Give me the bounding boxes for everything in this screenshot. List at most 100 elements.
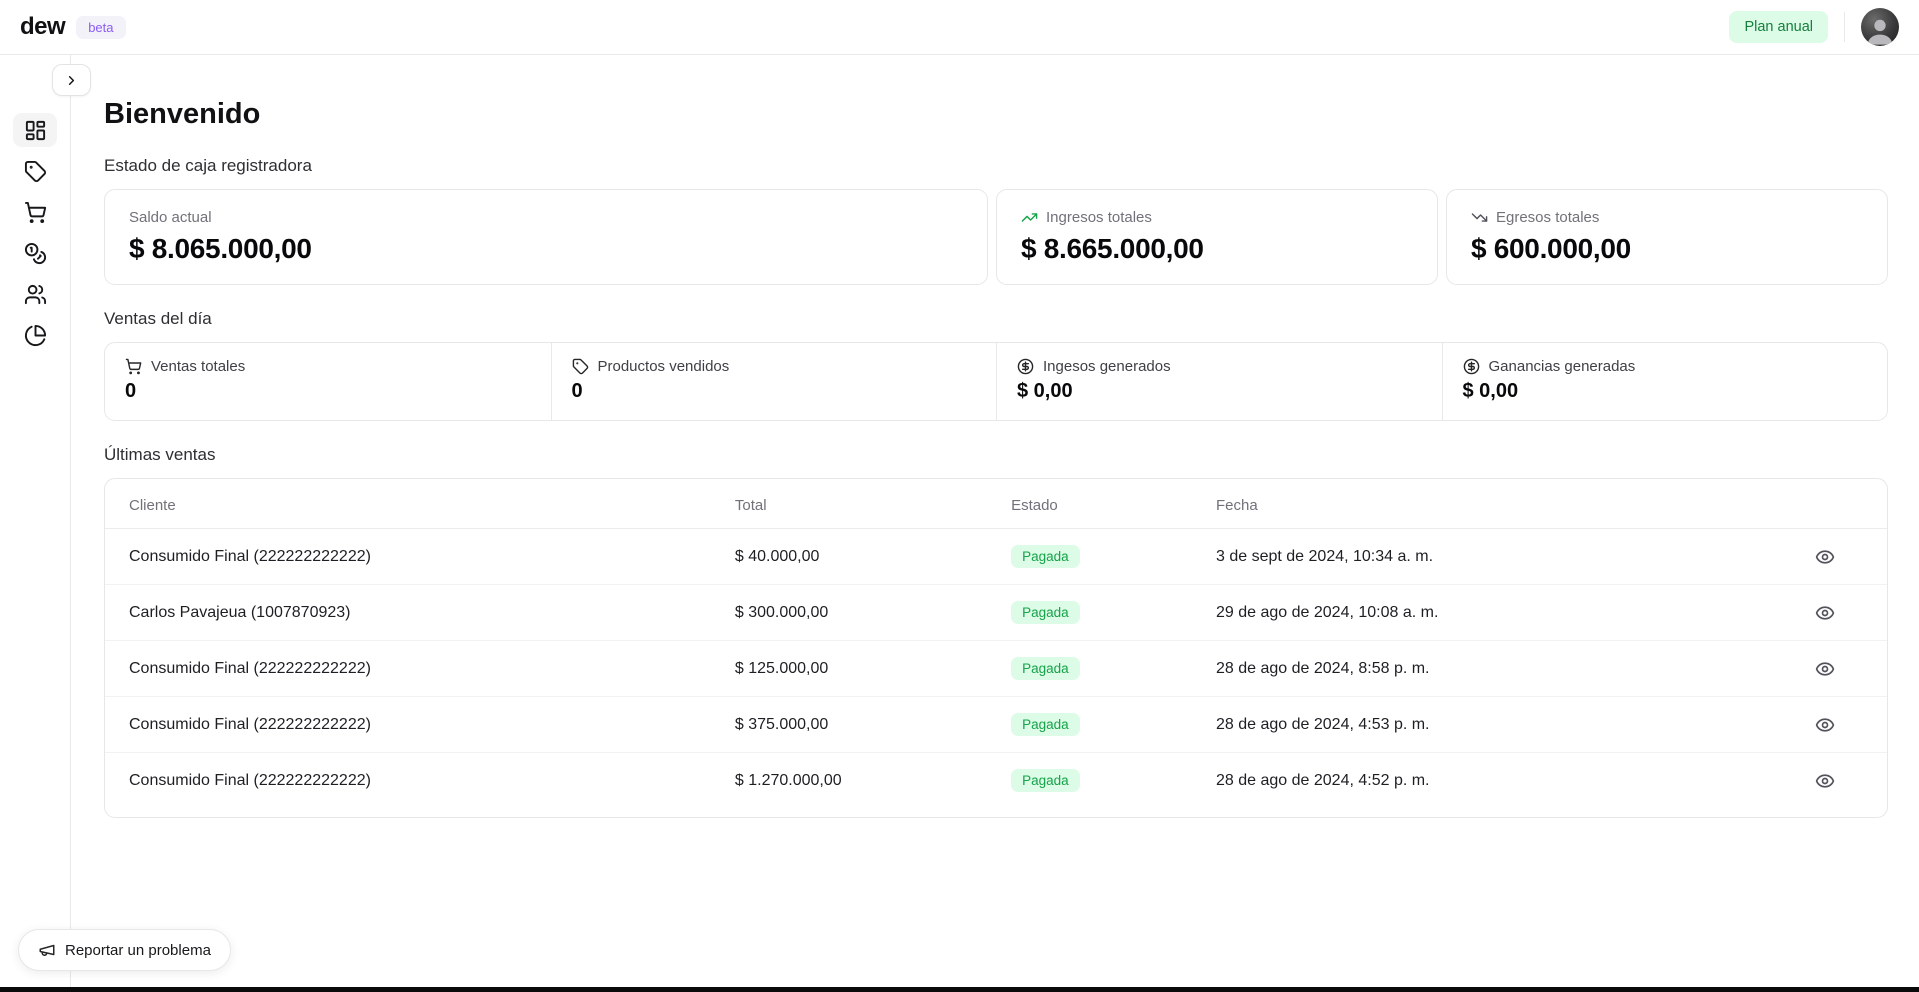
dollar-circle-icon	[1463, 358, 1479, 375]
ingesos-generados-value: $ 0,00	[1017, 380, 1073, 402]
table-row: Consumido Final (222222222222) $ 125.000…	[105, 640, 1887, 697]
main-content: Bienvenido Estado de caja registradora S…	[71, 55, 1919, 992]
plan-anual-button[interactable]: Plan anual	[1729, 11, 1828, 43]
eye-icon	[1815, 717, 1834, 732]
report-problem-label: Reportar un problema	[65, 941, 211, 959]
beta-badge: beta	[76, 15, 126, 39]
ganancias-generadas-stat: Ganancias generadas $ 0,00	[1441, 343, 1888, 420]
sidebar-item-customers[interactable]	[13, 277, 57, 311]
cell-total: $ 125.000,00	[710, 640, 988, 697]
shopping-cart-icon	[125, 358, 142, 375]
ingesos-generados-label: Ingesos generados	[1043, 358, 1171, 375]
user-avatar[interactable]	[1861, 8, 1899, 46]
ganancias-generadas-label: Ganancias generadas	[1488, 358, 1636, 375]
cell-fecha: 28 de ago de 2024, 4:53 p. m.	[1192, 696, 1763, 753]
table-row: Consumido Final (222222222222) $ 375.000…	[105, 696, 1887, 753]
saldo-actual-label: Saldo actual	[129, 209, 212, 226]
status-badge: Pagada	[1011, 545, 1080, 568]
table-row: Consumido Final (222222222222) $ 40.000,…	[105, 528, 1887, 585]
cell-fecha: 28 de ago de 2024, 8:58 p. m.	[1192, 640, 1763, 697]
ganancias-generadas-value: $ 0,00	[1462, 380, 1519, 402]
column-header-actions	[1762, 479, 1887, 529]
coins-icon	[24, 242, 46, 264]
dollar-circle-icon	[1017, 358, 1034, 375]
cell-fecha: 28 de ago de 2024, 4:52 p. m.	[1216, 771, 1430, 789]
egresos-totales-value: $ 600.000,00	[1471, 233, 1631, 264]
eye-icon	[1815, 773, 1834, 788]
saldo-actual-card: Saldo actual $ 8.065.000,00	[104, 189, 988, 285]
latest-sales-section-title: Últimas ventas	[104, 445, 216, 464]
users-icon	[24, 284, 46, 304]
cell-cliente: Consumido Final (222222222222)	[129, 771, 371, 789]
egresos-totales-card: Egresos totales $ 600.000,00	[1446, 189, 1888, 285]
saldo-actual-value: $ 8.065.000,00	[129, 233, 312, 264]
trending-down-icon	[1471, 213, 1488, 222]
ingesos-generados-stat: Ingesos generados $ 0,00	[996, 343, 1442, 420]
sidebar-item-dashboard[interactable]	[13, 113, 57, 147]
cell-cliente: Carlos Pavajeua (1007870923)	[105, 584, 711, 641]
table-header-row: Cliente Total Estado Fecha	[105, 479, 1887, 529]
tag-icon	[24, 160, 46, 182]
status-badge: Pagada	[1011, 713, 1080, 736]
cell-cliente: Consumido Final (222222222222)	[105, 696, 711, 753]
table-row: Consumido Final (222222222222) $ 1.270.0…	[105, 753, 1887, 809]
status-badge: Pagada	[1011, 601, 1080, 624]
status-badge: Pagada	[1011, 657, 1080, 680]
sidebar-item-finances[interactable]	[13, 236, 57, 270]
cell-total: $ 1.270.000,00	[734, 771, 842, 789]
sidebar-item-reports[interactable]	[13, 318, 57, 352]
ventas-totales-value: 0	[125, 380, 137, 402]
view-sale-button[interactable]	[1776, 547, 1873, 567]
sidebar-item-sales[interactable]	[13, 195, 57, 229]
ingresos-totales-card: Ingresos totales $ 8.665.000,00	[996, 189, 1438, 285]
table-row: Carlos Pavajeua (1007870923) $ 300.000,0…	[105, 584, 1887, 641]
cash-register-cards: Saldo actual $ 8.065.000,00 Ingresos tot…	[104, 189, 1888, 285]
pie-chart-icon	[24, 324, 46, 346]
app-logo: dew	[20, 13, 66, 40]
view-sale-button[interactable]	[1776, 659, 1873, 679]
cell-total: $ 40.000,00	[710, 528, 988, 585]
cell-total: $ 300.000,00	[710, 584, 988, 641]
cell-fecha: 29 de ago de 2024, 10:08 a. m.	[1192, 584, 1763, 641]
chevron-right-icon	[68, 75, 75, 85]
ingresos-totales-value: $ 8.665.000,00	[1021, 233, 1204, 264]
topbar-divider	[1844, 12, 1845, 42]
daily-sales-section-title: Ventas del día	[104, 309, 212, 328]
sidebar-nav	[0, 55, 71, 992]
ventas-totales-stat: Ventas totales 0	[105, 343, 551, 420]
eye-icon	[1815, 661, 1834, 676]
latest-sales-table-card: Cliente Total Estado Fecha Consumido Fin…	[104, 478, 1888, 818]
column-header-fecha: Fecha	[1192, 479, 1763, 529]
sidebar-item-products[interactable]	[13, 154, 57, 188]
egresos-totales-label: Egresos totales	[1496, 209, 1600, 226]
productos-vendidos-label: Productos vendidos	[597, 358, 730, 375]
dashboard-icon	[25, 120, 45, 140]
person-silhouette-icon	[1867, 19, 1893, 45]
sidebar-expand-button[interactable]	[52, 64, 91, 96]
productos-vendidos-value: 0	[571, 380, 583, 402]
cell-fecha: 3 de sept de 2024, 10:34 a. m.	[1192, 528, 1763, 585]
view-sale-button[interactable]	[1776, 603, 1873, 623]
latest-sales-table: Cliente Total Estado Fecha Consumido Fin…	[105, 479, 1887, 808]
megaphone-icon	[39, 944, 55, 956]
status-badge: Pagada	[1011, 769, 1080, 792]
ventas-totales-label: Ventas totales	[151, 358, 246, 375]
view-sale-button[interactable]	[1776, 771, 1873, 791]
page-title: Bienvenido	[104, 98, 261, 130]
cash-register-section-title: Estado de caja registradora	[104, 156, 312, 175]
report-problem-button[interactable]: Reportar un problema	[18, 929, 231, 971]
eye-icon	[1815, 605, 1834, 620]
column-header-estado: Estado	[987, 479, 1192, 529]
bottom-edge-bar	[0, 987, 1919, 992]
column-header-total: Total	[710, 479, 988, 529]
ingresos-totales-label: Ingresos totales	[1046, 209, 1152, 226]
brand: dew beta	[20, 13, 126, 41]
view-sale-button[interactable]	[1776, 715, 1873, 735]
cell-total: $ 375.000,00	[710, 696, 988, 753]
tag-icon	[572, 358, 588, 375]
daily-sales-stats: Ventas totales 0 Productos vendidos 0	[104, 342, 1888, 421]
productos-vendidos-stat: Productos vendidos 0	[550, 343, 997, 420]
cell-cliente: Consumido Final (222222222222)	[105, 528, 711, 585]
trending-up-icon	[1021, 213, 1038, 222]
